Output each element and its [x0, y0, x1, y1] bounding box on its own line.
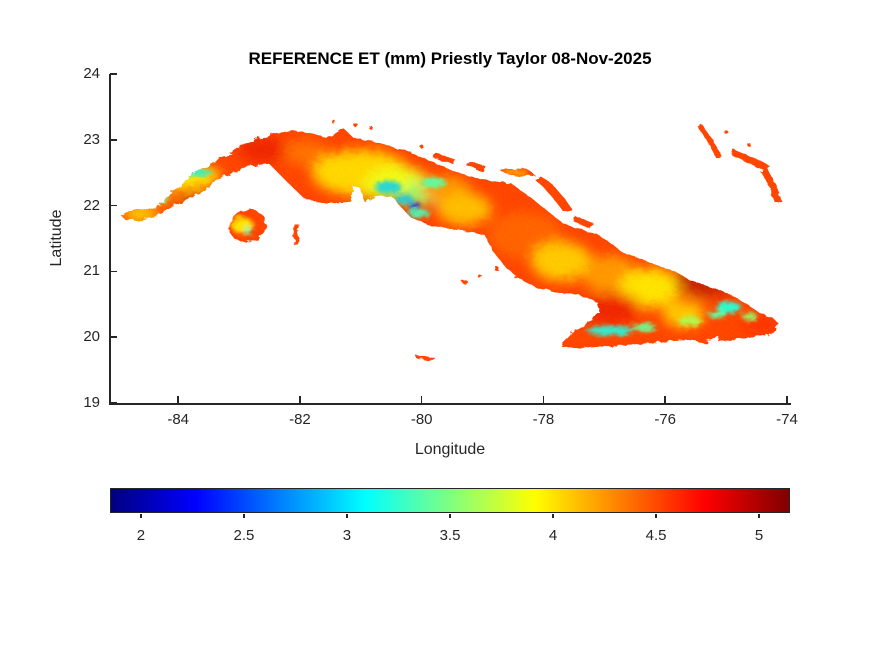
x-tick-label: -80 [410, 411, 433, 428]
y-tick-label: 23 [83, 130, 100, 148]
colorbar-tick-label: 2.5 [233, 527, 255, 544]
x-tick-label: -74 [776, 411, 798, 428]
colorbar-tick-label: 4.5 [645, 527, 667, 544]
y-tick-mark [110, 73, 117, 75]
y-tick-label: 22 [83, 196, 100, 214]
y-tick-mark [110, 336, 117, 338]
y-axis-line [109, 74, 111, 404]
colorbar-tick-mark [758, 514, 760, 518]
y-tick-label: 24 [83, 65, 100, 82]
colorbar-tick-mark [140, 514, 142, 518]
y-tick-mark [110, 204, 117, 207]
colorbar-tick-mark [449, 514, 451, 518]
colorbar-tick-mark [346, 514, 348, 518]
x-tick-label: -84 [167, 411, 190, 428]
y-tick-mark [110, 402, 117, 404]
y-tick-mark [110, 270, 117, 273]
cuba-et-heatmap [120, 119, 781, 361]
x-tick-mark [542, 396, 545, 403]
y-axis-label: Latitude [48, 209, 65, 267]
colorbar-tick-mark [655, 514, 657, 518]
x-tick-label: -82 [289, 411, 311, 428]
colorbar-tick-mark [243, 514, 245, 518]
chart-title: REFERENCE ET (mm) Priestly Taylor 08-Nov… [248, 49, 652, 68]
y-tick-mark [110, 139, 117, 141]
x-tick-mark [177, 396, 179, 403]
x-tick-mark [664, 396, 666, 403]
x-tick-label: -76 [654, 411, 677, 428]
y-tick-label: 21 [83, 262, 100, 280]
x-tick-mark [786, 396, 788, 403]
colorbar [110, 488, 790, 513]
x-tick-mark [420, 396, 423, 403]
colorbar-tick-label: 4 [548, 527, 558, 544]
colorbar-tick-label: 5 [754, 527, 764, 544]
colorbar-tick-label: 3.5 [439, 527, 461, 544]
y-tick-label: 20 [83, 328, 100, 346]
x-tick-mark [299, 396, 301, 403]
colorbar-tick-label: 3 [342, 527, 352, 544]
x-axis-line [109, 403, 791, 405]
x-axis-label: Longitude [414, 441, 486, 458]
y-tick-label: 19 [83, 394, 100, 411]
colorbar-tick-label: 2 [136, 527, 146, 544]
x-tick-label: -78 [532, 411, 555, 428]
colorbar-tick-mark [552, 514, 554, 518]
